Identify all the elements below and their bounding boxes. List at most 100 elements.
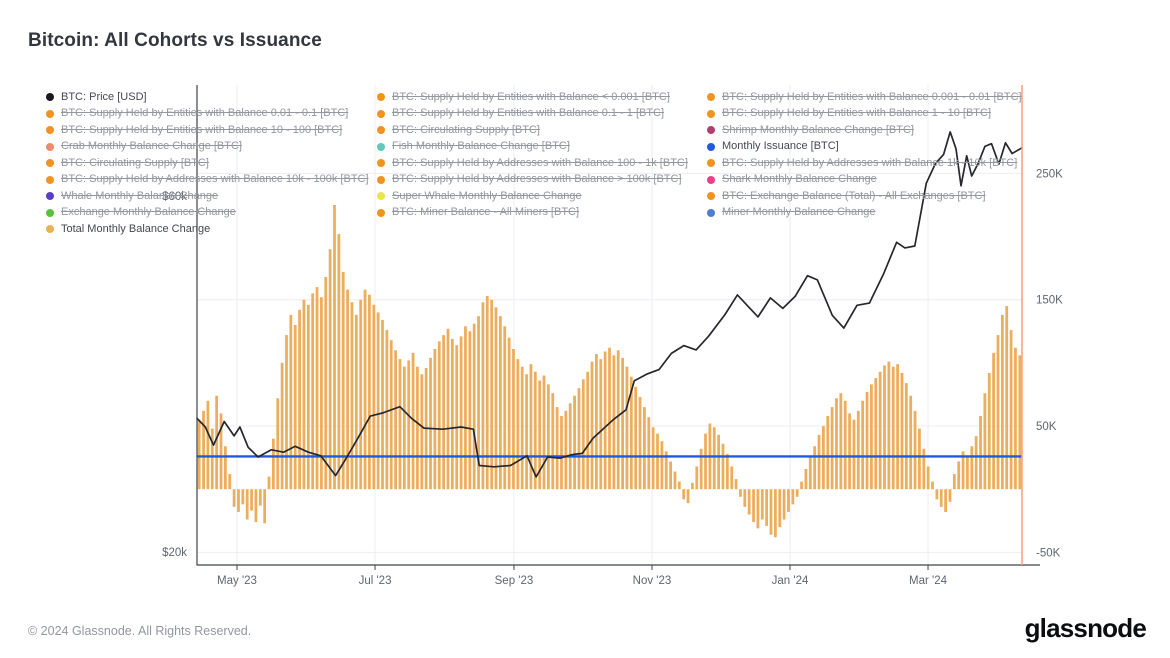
legend-dot-icon [46, 93, 54, 102]
price-line [196, 131, 1023, 478]
bar [896, 364, 899, 490]
legend-item[interactable]: BTC: Supply Held by Addresses with Balan… [46, 172, 376, 189]
legend-dot-icon [707, 192, 715, 201]
bar [407, 360, 411, 490]
legend-item[interactable]: BTC: Supply Held by Addresses with Balan… [377, 155, 707, 172]
legend-label: BTC: Circulating Supply [BTC] [392, 123, 540, 136]
legend-item[interactable]: Total Monthly Balance Change [46, 221, 376, 238]
legend-item[interactable]: Fish Monthly Balance Change [BTC] [377, 139, 707, 156]
bar [909, 395, 913, 490]
bar [372, 304, 376, 490]
bar [852, 419, 856, 490]
legend-item[interactable]: BTC: Circulating Supply [BTC] [377, 122, 707, 139]
bar [267, 476, 271, 490]
bar [595, 354, 598, 490]
legend-item[interactable]: BTC: Price [USD] [46, 89, 376, 106]
legend-dot-icon [707, 109, 715, 118]
bar [791, 489, 795, 505]
bar [948, 489, 952, 502]
legend-item[interactable]: Exchange Monthly Balance Change [46, 205, 376, 222]
legend-item[interactable]: BTC: Supply Held by Entities with Balanc… [46, 106, 376, 123]
legend-dot-icon [377, 93, 385, 102]
bar [346, 289, 349, 490]
legend-dot-icon [377, 159, 385, 168]
bar [568, 403, 572, 490]
legend-item[interactable]: BTC: Circulating Supply [BTC] [46, 155, 376, 172]
legend-item[interactable]: BTC: Exchange Balance (Total) - All Exch… [707, 188, 1037, 205]
legend-label: BTC: Exchange Balance (Total) - All Exch… [722, 189, 986, 202]
x-axis-label: May '23 [217, 575, 257, 587]
legend-item[interactable]: Miner Monthly Balance Change [707, 205, 1037, 222]
legend-item[interactable]: BTC: Supply Held by Entities with Balanc… [46, 122, 376, 139]
legend-label: BTC: Supply Held by Addresses with Balan… [61, 173, 369, 186]
bar [581, 379, 585, 490]
legend-dot-icon [377, 126, 385, 135]
bar [498, 316, 502, 490]
bar [712, 427, 716, 490]
bar [411, 352, 415, 490]
bar [241, 489, 245, 505]
bar [603, 351, 607, 490]
bar [638, 397, 642, 490]
bar [402, 366, 406, 490]
bar [337, 234, 341, 490]
x-axis-label: Nov '23 [633, 575, 672, 587]
bar [302, 299, 306, 490]
legend-item[interactable]: Whale Monthly Balance Change [46, 188, 376, 205]
right-axis-label: -50K [1036, 547, 1061, 559]
bar [359, 299, 363, 490]
legend-dot-icon [707, 126, 715, 135]
bar [843, 400, 847, 490]
bar [817, 434, 821, 490]
bar [293, 325, 297, 490]
bar [686, 489, 690, 504]
bars-series[interactable] [197, 205, 1022, 538]
bar [608, 347, 611, 490]
legend-item[interactable]: BTC: Supply Held by Addresses with Balan… [377, 172, 707, 189]
bar [983, 393, 987, 490]
bar [979, 415, 982, 490]
legend-label: Total Monthly Balance Change [61, 222, 211, 235]
legend-dot-icon [707, 175, 715, 184]
legend-label: BTC: Miner Balance - All Miners [BTC] [392, 206, 580, 219]
bar [747, 489, 751, 515]
bar [861, 400, 865, 490]
bar [245, 489, 249, 520]
legend-item[interactable]: Shrimp Monthly Balance Change [BTC] [707, 122, 1037, 139]
legend-item[interactable]: Monthly Issuance [BTC] [707, 139, 1037, 156]
legend-item[interactable]: Crab Monthly Balance Change [BTC] [46, 139, 376, 156]
bar [691, 482, 694, 490]
legend-item[interactable]: BTC: Supply Held by Entities with Balanc… [377, 89, 707, 106]
legend-label: Super Whale Monthly Balance Change [392, 189, 582, 202]
legend-dot-icon [46, 142, 54, 151]
legend-item[interactable]: BTC: Miner Balance - All Miners [BTC] [377, 205, 707, 222]
bar [538, 380, 542, 490]
legend-item[interactable]: BTC: Supply Held by Entities with Balanc… [707, 106, 1037, 123]
bar [821, 426, 825, 490]
glassnode-logo: glassnode [1024, 613, 1147, 643]
legend-label: Fish Monthly Balance Change [BTC] [392, 140, 570, 153]
bar [795, 489, 799, 497]
bar [922, 448, 926, 490]
legend-item[interactable]: Shark Monthly Balance Change [707, 172, 1037, 189]
legend-dot-icon [707, 142, 715, 151]
bar [446, 328, 450, 490]
bar [503, 326, 507, 490]
bar [276, 398, 280, 490]
legend-item[interactable]: BTC: Supply Held by Entities with Balanc… [707, 89, 1037, 106]
bar [773, 489, 777, 538]
legend-dot-icon [377, 192, 385, 201]
bar [717, 434, 721, 490]
legend-dot-icon [46, 109, 54, 118]
bar [389, 340, 393, 490]
legend-label: Shrimp Monthly Balance Change [BTC] [722, 123, 914, 136]
bar [756, 489, 760, 529]
bar [721, 443, 725, 490]
bar [1000, 314, 1004, 490]
legend-item[interactable]: BTC: Supply Held by Addresses with Balan… [707, 155, 1037, 172]
copyright-text: © 2024 Glassnode. All Rights Reserved. [28, 624, 252, 638]
legend-item[interactable]: BTC: Supply Held by Entities with Balanc… [377, 106, 707, 123]
bar [808, 456, 812, 490]
legend-item[interactable]: Super Whale Monthly Balance Change [377, 188, 707, 205]
